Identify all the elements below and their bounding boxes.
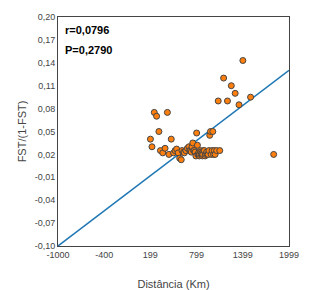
svg-text:0,20: 0,20	[38, 12, 56, 22]
svg-text:Distância (Km): Distância (Km)	[137, 278, 209, 290]
svg-text:0,17: 0,17	[38, 35, 56, 45]
svg-text:799: 799	[189, 250, 204, 260]
svg-text:0,08: 0,08	[38, 104, 56, 114]
svg-text:0,05: 0,05	[38, 127, 56, 137]
svg-text:1399: 1399	[233, 250, 253, 260]
svg-text:-0,04: -0,04	[35, 195, 56, 205]
svg-text:-0,01: -0,01	[35, 172, 56, 182]
svg-text:199: 199	[143, 250, 158, 260]
svg-text:FST/(1-FST): FST/(1-FST)	[16, 101, 28, 163]
svg-text:-400: -400	[95, 250, 113, 260]
svg-text:P=0,2790: P=0,2790	[65, 44, 112, 56]
svg-text:0,02: 0,02	[38, 150, 56, 160]
svg-text:1999: 1999	[279, 250, 299, 260]
svg-text:-0,10: -0,10	[35, 241, 56, 251]
svg-text:-1000: -1000	[46, 250, 69, 260]
svg-text:0,11: 0,11	[38, 81, 55, 91]
svg-text:r=0,0796: r=0,0796	[65, 24, 109, 36]
svg-text:-0,07: -0,07	[35, 218, 56, 228]
svg-text:0,14: 0,14	[38, 58, 56, 68]
